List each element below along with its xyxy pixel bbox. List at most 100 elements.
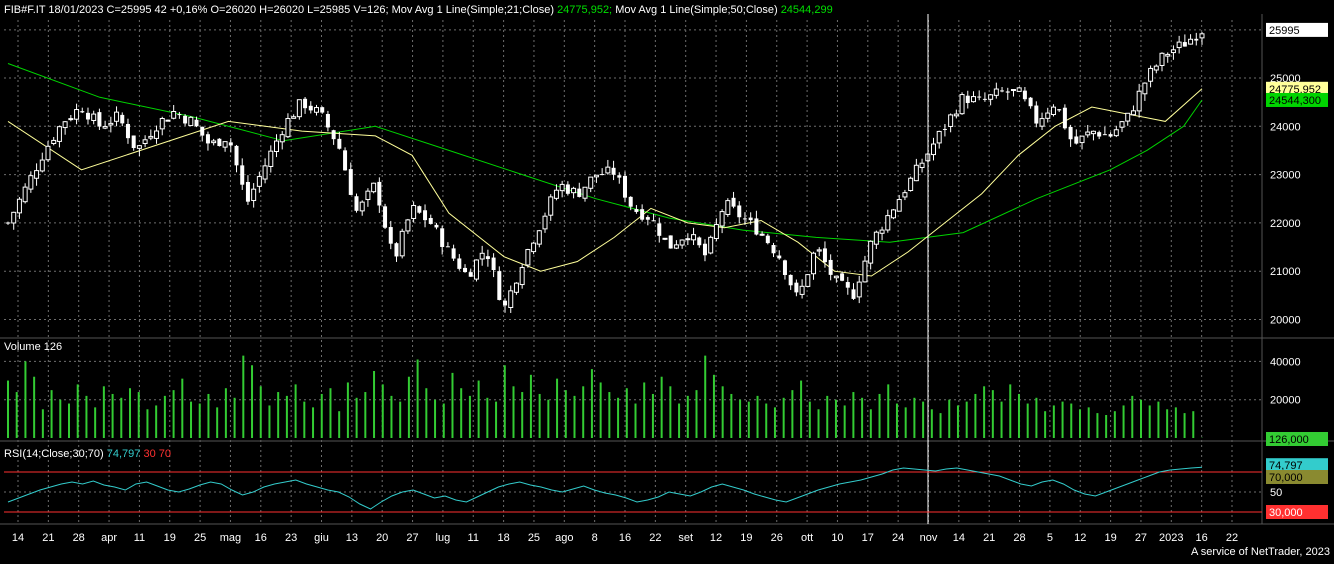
time-tick-label: 20 bbox=[376, 532, 388, 544]
candle-down bbox=[194, 119, 199, 127]
candle-up bbox=[479, 252, 485, 260]
time-tick-label: 16 bbox=[255, 532, 267, 544]
candle-up bbox=[725, 200, 731, 215]
candle-up bbox=[1165, 53, 1171, 57]
candle-down bbox=[1102, 134, 1107, 136]
time-tick-label: ago bbox=[555, 532, 573, 544]
candle-down bbox=[497, 271, 502, 300]
ma50-tag: 24544,300 bbox=[1269, 95, 1321, 107]
instrument-summary: FIB#F.IT 18/01/2023 C=25995 42 +0,16% O=… bbox=[4, 4, 389, 16]
candle-down bbox=[1028, 97, 1033, 107]
candle-up bbox=[1050, 106, 1056, 116]
time-tick-label: 26 bbox=[771, 532, 783, 544]
candle-down bbox=[423, 210, 428, 221]
candle-down bbox=[965, 95, 970, 104]
candle-up bbox=[256, 176, 262, 187]
candle-down bbox=[697, 237, 702, 246]
candle-up bbox=[28, 175, 34, 190]
candle-up bbox=[891, 209, 897, 219]
candle-up bbox=[262, 165, 268, 180]
candle-up bbox=[16, 198, 22, 214]
time-tick-label: 11 bbox=[134, 532, 145, 544]
ma21-line bbox=[7, 88, 1203, 277]
candle-up bbox=[102, 125, 108, 129]
candle-down bbox=[742, 218, 747, 220]
time-tick-label: 22 bbox=[649, 532, 661, 544]
candle-down bbox=[668, 235, 673, 249]
candle-up bbox=[154, 130, 160, 139]
candle-up bbox=[405, 219, 411, 232]
candle-down bbox=[754, 218, 759, 235]
price-tick-label: 21000 bbox=[1270, 266, 1301, 278]
candle-up bbox=[165, 119, 171, 122]
candle-down bbox=[982, 98, 987, 100]
candle-up bbox=[930, 143, 936, 156]
candle-down bbox=[354, 196, 359, 211]
time-tick-label: 2023 bbox=[1159, 532, 1183, 544]
candle-up bbox=[548, 196, 554, 216]
rsi-value: 74,797 bbox=[106, 448, 141, 460]
ma50-label: Mov Avg 1 Line(Simple;50;Close) bbox=[615, 4, 778, 16]
candle-up bbox=[536, 230, 542, 245]
volume-value: 126 bbox=[43, 341, 63, 353]
candle-down bbox=[634, 209, 639, 212]
candle-down bbox=[348, 169, 353, 195]
time-tick-label: 27 bbox=[406, 532, 418, 544]
volume-tick-label: 20000 bbox=[1270, 395, 1301, 407]
candle-down bbox=[434, 224, 439, 228]
candle-down bbox=[794, 282, 799, 293]
candle-down bbox=[383, 206, 388, 228]
rsi-high-level: 70 bbox=[158, 448, 172, 460]
candle-up bbox=[582, 186, 588, 199]
time-tick-label: 14 bbox=[953, 532, 965, 544]
candle-up bbox=[685, 238, 691, 241]
candle-down bbox=[577, 188, 582, 197]
candle-down bbox=[1057, 109, 1062, 111]
candle-down bbox=[628, 196, 633, 207]
candle-up bbox=[513, 282, 519, 293]
time-tick-label: 25 bbox=[194, 532, 206, 544]
candle-up bbox=[913, 164, 919, 182]
last-price-tag: 25995 bbox=[1269, 25, 1300, 37]
time-tick-label: apr bbox=[101, 532, 117, 544]
candle-down bbox=[337, 138, 342, 149]
candle-down bbox=[463, 267, 468, 273]
candle-down bbox=[457, 258, 462, 269]
candle-up bbox=[948, 114, 954, 127]
candle-up bbox=[1125, 112, 1131, 122]
candle-up bbox=[713, 224, 719, 240]
candle-up bbox=[159, 118, 165, 130]
time-tick-label: 19 bbox=[164, 532, 176, 544]
candle-up bbox=[222, 141, 228, 148]
volume-tag-bg bbox=[1266, 432, 1328, 446]
time-tick-label: 13 bbox=[346, 532, 358, 544]
candle-up bbox=[1079, 135, 1085, 144]
candle-up bbox=[862, 260, 868, 283]
candle-up bbox=[285, 118, 291, 138]
candle-down bbox=[205, 134, 210, 144]
rsi-panel-title: RSI(14;Close;30;70) 74,797 30 70 bbox=[4, 448, 171, 460]
candle-up bbox=[1130, 110, 1136, 116]
candle-down bbox=[468, 272, 473, 277]
candle-up bbox=[993, 88, 999, 96]
ma21-tag-bg bbox=[1266, 81, 1328, 96]
rsi-value-tag: 74,797 bbox=[1269, 460, 1303, 472]
volume-tag: 126,000 bbox=[1269, 434, 1309, 446]
candle-down bbox=[125, 123, 130, 139]
candle-up bbox=[1148, 67, 1154, 82]
candle-up bbox=[559, 183, 565, 192]
rsi-value-tag-bg bbox=[1266, 458, 1328, 473]
candle-down bbox=[765, 235, 770, 244]
rsi-label: RSI(14;Close;30;70) bbox=[4, 448, 104, 460]
candle-down bbox=[394, 243, 399, 257]
candle-up bbox=[1176, 41, 1182, 49]
candle-down bbox=[440, 228, 445, 247]
candle-up bbox=[279, 134, 285, 143]
candle-up bbox=[142, 139, 148, 144]
candle-up bbox=[1199, 33, 1205, 39]
ma21-value: 24775,952; bbox=[557, 4, 613, 16]
candle-up bbox=[816, 249, 822, 252]
candle-up bbox=[45, 145, 51, 161]
candle-down bbox=[131, 135, 136, 149]
